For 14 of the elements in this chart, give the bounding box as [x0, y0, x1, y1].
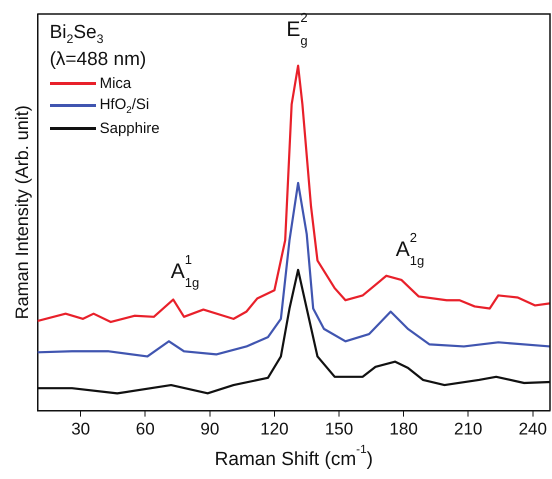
x-tick-label: 150: [324, 419, 354, 438]
legend-label: Sapphire: [100, 118, 160, 139]
x-tick-label: 210: [454, 419, 482, 438]
annotation: (λ=488 nm): [50, 48, 148, 72]
x-tick-label: 120: [260, 419, 289, 438]
x-tick-label: 90: [200, 419, 220, 438]
x-tick-label: 30: [71, 419, 90, 438]
legend-label: HfO$_{2}$/Si: [100, 95, 150, 118]
legend-label: Mica: [100, 74, 132, 94]
x-tick-label: 240: [518, 419, 547, 438]
x-tick-label: 180: [389, 419, 418, 438]
y-axis-title: Raman Intensity (Arb. unit): [12, 105, 32, 320]
x-tick-label: 60: [136, 419, 155, 438]
text: Bi$_{2}$Se$_{3}$: [50, 21, 104, 48]
